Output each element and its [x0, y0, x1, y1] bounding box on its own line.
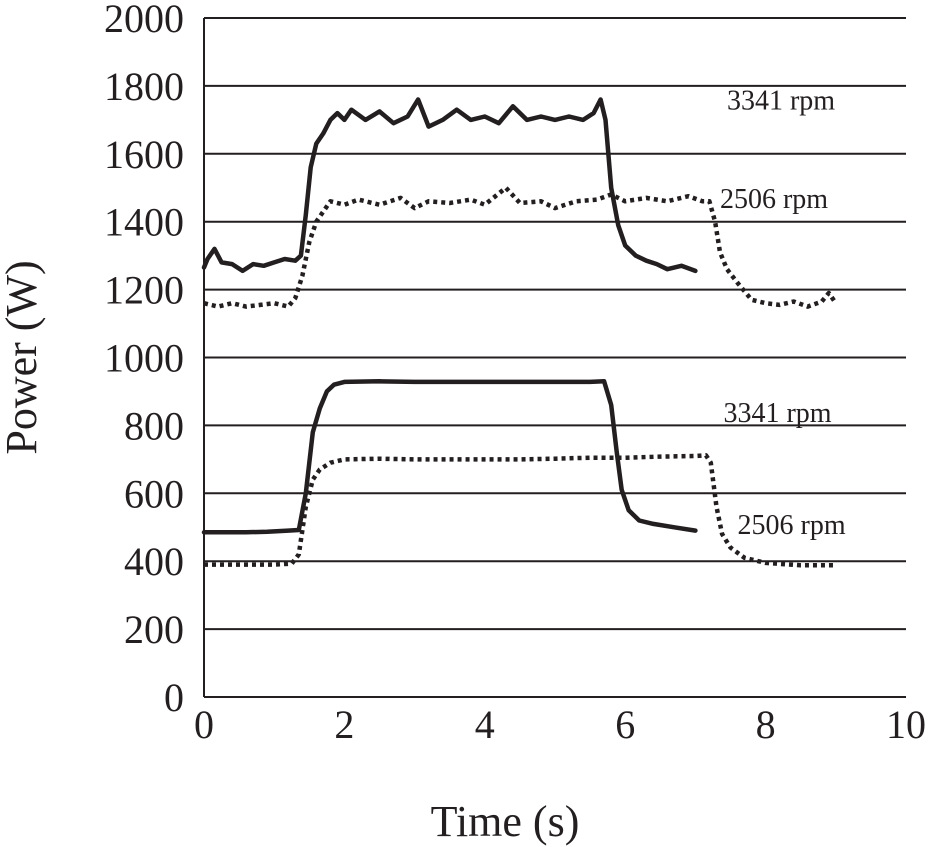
series-line-2506-rpm-3 — [204, 453, 836, 568]
y-tick-label: 200 — [124, 607, 184, 652]
series-label-3: 2506 rpm — [738, 510, 846, 541]
y-tick-label: 800 — [124, 403, 184, 448]
x-tick-label: 0 — [194, 702, 214, 747]
y-tick-label: 400 — [124, 539, 184, 584]
x-tick-label: 6 — [615, 702, 635, 747]
series-label-1: 2506 rpm — [720, 184, 828, 215]
series-label-2: 3341 rpm — [723, 398, 831, 429]
y-tick-label: 1000 — [104, 336, 184, 381]
series-lines — [201, 97, 838, 568]
y-tick-label: 0 — [164, 675, 184, 720]
series-line-2506-rpm-1 — [203, 185, 838, 309]
series-line-3341-rpm-2 — [201, 379, 698, 535]
y-tick-label: 1200 — [104, 268, 184, 313]
y-tick-label: 1400 — [104, 200, 184, 245]
y-tick-label: 1800 — [104, 64, 184, 109]
y-tick-label: 600 — [124, 471, 184, 516]
series-label-0: 3341 rpm — [727, 86, 835, 117]
y-axis-tick-labels: 0 200 400 600 800 1000 1200 1400 1600 1800 2000 — [104, 0, 184, 720]
x-tick-label: 10 — [886, 702, 926, 747]
x-tick-label: 4 — [475, 702, 495, 747]
y-axis-title: Power (W) — [0, 260, 46, 454]
y-tick-label: 1600 — [104, 132, 184, 177]
x-axis-title: Time (s) — [431, 797, 580, 846]
series-labels: 3341 rpm 2506 rpm 3341 rpm 2506 rpm — [720, 86, 846, 541]
series-line-3341-rpm-0 — [201, 97, 698, 274]
x-axis-tick-labels: 0 2 4 6 8 10 — [194, 702, 926, 747]
y-tick-label: 2000 — [104, 0, 184, 41]
x-tick-label: 8 — [756, 702, 776, 747]
x-tick-label: 2 — [334, 702, 354, 747]
horizontal-gridlines — [204, 17, 906, 698]
